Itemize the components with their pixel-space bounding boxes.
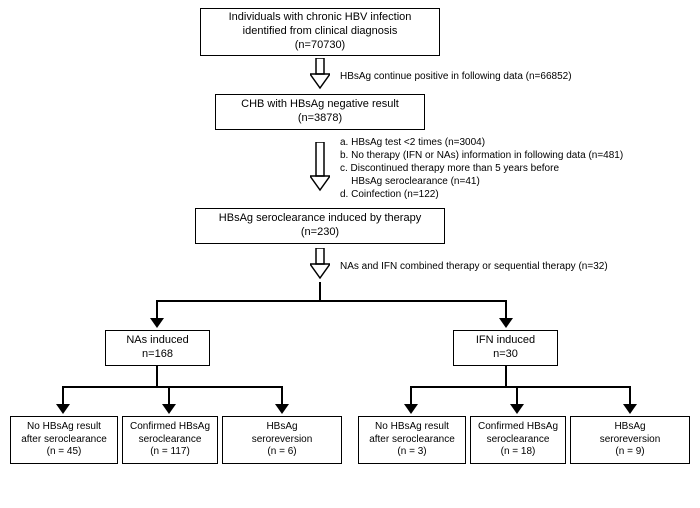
ifn-left-vline: [410, 386, 412, 406]
n9-l1: No HBsAg result: [375, 421, 449, 434]
n3-l1: HBsAg seroclearance induced by therapy: [219, 212, 421, 226]
nas-right-ah: [275, 404, 289, 416]
ifn-left-ah: [404, 404, 418, 416]
n8-l3: (n = 6): [267, 446, 296, 459]
n4-l2: n=168: [142, 348, 173, 362]
node-nas-confirmed: Confirmed HBsAg seroclearance (n = 117): [122, 416, 218, 464]
split-left-arrowhead: [150, 318, 164, 330]
node-ifn-seroreversion: HBsAg seroreversion (n = 9): [570, 416, 690, 464]
node-ifn-no-result: No HBsAg result after seroclearance (n =…: [358, 416, 466, 464]
n8-l1: HBsAg: [266, 421, 297, 434]
node-chb-negative: CHB with HBsAg negative result (n=3878): [215, 94, 425, 130]
split-left-vline: [156, 300, 158, 320]
split-hline: [156, 300, 506, 302]
n2-l1: CHB with HBsAg negative result: [241, 98, 399, 112]
nas-hline: [62, 386, 282, 388]
nas-vline: [156, 366, 158, 386]
node-nas-no-result: No HBsAg result after seroclearance (n =…: [10, 416, 118, 464]
n8-l2: seroreversion: [252, 434, 313, 447]
n7-l1: Confirmed HBsAg: [130, 421, 210, 434]
n11-l1: HBsAg: [614, 421, 645, 434]
ifn-hline: [410, 386, 630, 388]
annot-1: HBsAg continue positive in following dat…: [340, 70, 572, 83]
n6-l1: No HBsAg result: [27, 421, 101, 434]
n6-l2: after seroclearance: [21, 434, 107, 447]
ifn-vline: [505, 366, 507, 386]
n10-l3: (n = 18): [501, 446, 536, 459]
ifn-right-ah: [623, 404, 637, 416]
n5-l1: IFN induced: [476, 334, 535, 348]
annot-3: NAs and IFN combined therapy or sequenti…: [340, 260, 608, 273]
arrow-3: [310, 248, 330, 280]
n9-l3: (n = 3): [397, 446, 426, 459]
split-vline: [319, 282, 321, 300]
node-ifn-induced: IFN induced n=30: [453, 330, 558, 366]
arrow-2: [310, 142, 330, 192]
n9-l2: after seroclearance: [369, 434, 455, 447]
n2-l2: (n=3878): [298, 112, 342, 126]
n1-l3: (n=70730): [295, 39, 345, 53]
node-seroclearance-therapy: HBsAg seroclearance induced by therapy (…: [195, 208, 445, 244]
nas-left-ah: [56, 404, 70, 416]
n7-l3: (n = 117): [150, 446, 190, 459]
nas-mid-ah: [162, 404, 176, 416]
annot-2: a. HBsAg test <2 times (n=3004) b. No th…: [340, 136, 623, 201]
arrow-1: [310, 58, 330, 90]
node-individuals: Individuals with chronic HBV infection i…: [200, 8, 440, 56]
n1-l1: Individuals with chronic HBV infection: [229, 11, 412, 25]
nas-right-vline: [281, 386, 283, 406]
ifn-mid-vline: [516, 386, 518, 406]
n7-l2: seroclearance: [139, 434, 202, 447]
n1-l2: identified from clinical diagnosis: [243, 25, 398, 39]
ifn-right-vline: [629, 386, 631, 406]
node-nas-seroreversion: HBsAg seroreversion (n = 6): [222, 416, 342, 464]
n4-l1: NAs induced: [126, 334, 188, 348]
n10-l2: seroclearance: [487, 434, 550, 447]
nas-left-vline: [62, 386, 64, 406]
n3-l2: (n=230): [301, 226, 339, 240]
ifn-mid-ah: [510, 404, 524, 416]
node-ifn-confirmed: Confirmed HBsAg seroclearance (n = 18): [470, 416, 566, 464]
n10-l1: Confirmed HBsAg: [478, 421, 558, 434]
n6-l3: (n = 45): [47, 446, 82, 459]
n11-l3: (n = 9): [615, 446, 644, 459]
n11-l2: seroreversion: [600, 434, 661, 447]
n5-l2: n=30: [493, 348, 518, 362]
split-right-arrowhead: [499, 318, 513, 330]
nas-mid-vline: [168, 386, 170, 406]
node-nas-induced: NAs induced n=168: [105, 330, 210, 366]
split-right-vline: [505, 300, 507, 320]
